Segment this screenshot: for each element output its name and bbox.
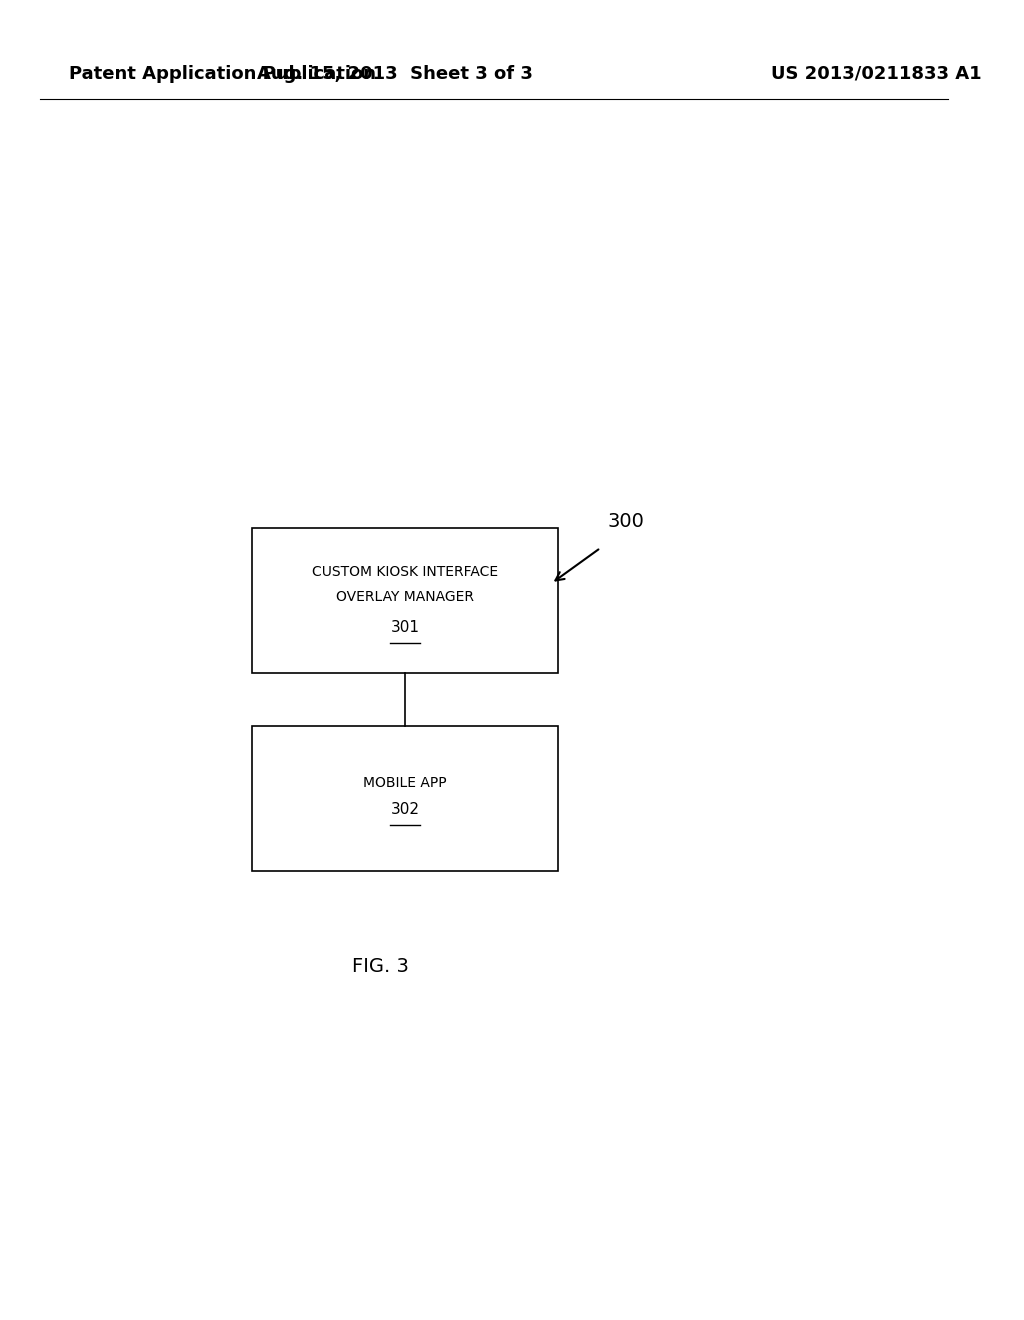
Text: 302: 302 <box>390 801 420 817</box>
Text: MOBILE APP: MOBILE APP <box>364 776 446 789</box>
Text: CUSTOM KIOSK INTERFACE: CUSTOM KIOSK INTERFACE <box>312 565 498 578</box>
Text: US 2013/0211833 A1: US 2013/0211833 A1 <box>771 65 981 83</box>
Text: OVERLAY MANAGER: OVERLAY MANAGER <box>336 590 474 603</box>
Text: 301: 301 <box>390 619 420 635</box>
Text: Patent Application Publication: Patent Application Publication <box>70 65 376 83</box>
Text: 300: 300 <box>607 512 644 531</box>
FancyBboxPatch shape <box>252 726 558 871</box>
FancyBboxPatch shape <box>252 528 558 673</box>
Text: FIG. 3: FIG. 3 <box>352 957 409 975</box>
Text: Aug. 15, 2013  Sheet 3 of 3: Aug. 15, 2013 Sheet 3 of 3 <box>257 65 534 83</box>
